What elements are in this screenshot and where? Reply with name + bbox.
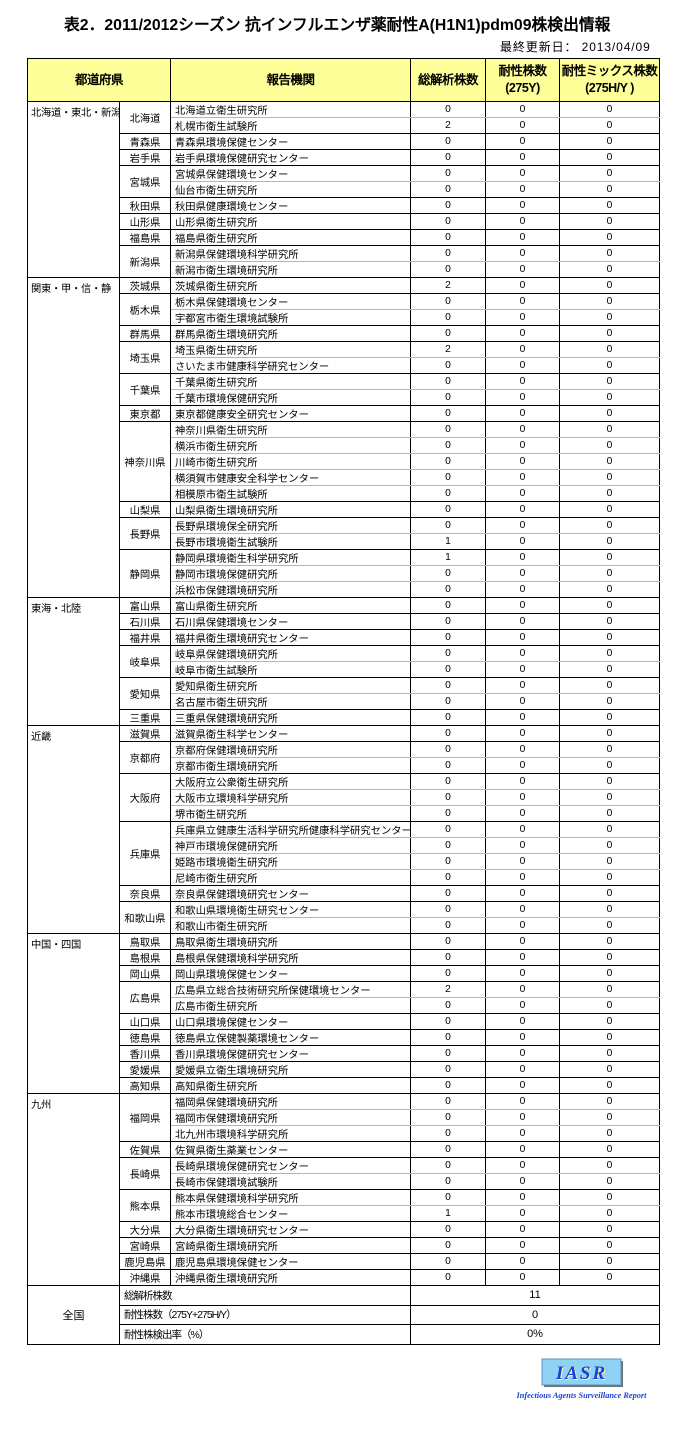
svg-text:Infectious Agents Surveillance: Infectious Agents Surveillance Report bbox=[516, 1391, 648, 1400]
svg-text:IASR: IASR bbox=[555, 1363, 607, 1384]
